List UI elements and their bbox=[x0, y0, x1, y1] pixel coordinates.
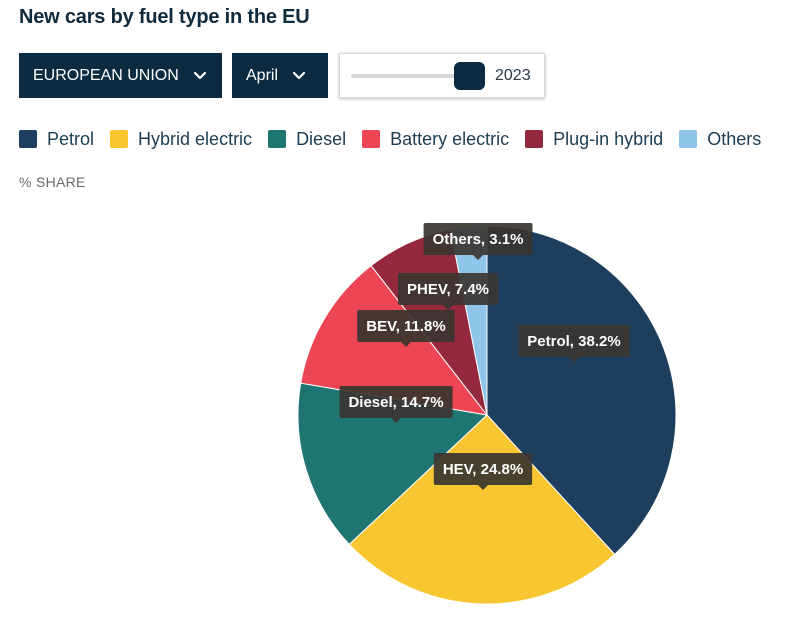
slice-label-text: Others, 3.1% bbox=[433, 231, 524, 248]
pie-slice-petrol[interactable] bbox=[486, 225, 677, 556]
legend-item-diesel[interactable]: Diesel bbox=[268, 129, 346, 150]
slice-data-label: PHEV, 7.4% bbox=[398, 273, 498, 310]
slice-label-text: HEV, 24.8% bbox=[443, 461, 523, 478]
slice-label-box bbox=[518, 325, 630, 357]
slice-data-label: Diesel, 14.7% bbox=[339, 386, 453, 423]
legend-item-hybrid-electric[interactable]: Hybrid electric bbox=[110, 129, 252, 150]
slice-label-pointer bbox=[569, 357, 579, 362]
legend-item-battery-electric[interactable]: Battery electric bbox=[362, 129, 509, 150]
slice-label-pointer bbox=[443, 305, 453, 310]
legend-item-others[interactable]: Others bbox=[679, 129, 761, 150]
region-dropdown-label: EUROPEAN UNION bbox=[33, 66, 179, 84]
legend-swatch bbox=[679, 130, 698, 148]
legend-swatch bbox=[110, 130, 129, 148]
legend-swatch bbox=[362, 130, 381, 148]
month-dropdown-label: April bbox=[246, 66, 279, 84]
month-dropdown[interactable]: April bbox=[232, 53, 328, 98]
slice-data-label: Others, 3.1% bbox=[423, 223, 533, 260]
year-slider: 2023 bbox=[339, 53, 545, 98]
legend-swatch bbox=[525, 130, 544, 148]
slice-label-text: Diesel, 14.7% bbox=[348, 394, 443, 411]
year-slider-value: 2023 bbox=[495, 67, 531, 84]
slice-label-box bbox=[357, 310, 455, 342]
slice-label-text: PHEV, 7.4% bbox=[407, 281, 489, 298]
region-dropdown[interactable]: EUROPEAN UNION bbox=[19, 53, 222, 98]
legend-label: Plug-in hybrid bbox=[553, 128, 664, 149]
slice-label-pointer bbox=[391, 418, 401, 423]
slice-data-label: HEV, 24.8% bbox=[433, 453, 533, 490]
chart-title: New cars by fuel type in the EU bbox=[19, 6, 310, 28]
pie-slice-diesel[interactable] bbox=[297, 382, 489, 546]
pie-slice-hev[interactable] bbox=[348, 414, 616, 605]
legend-swatch bbox=[19, 130, 37, 148]
legend-label: Battery electric bbox=[390, 128, 510, 149]
legend-label: Others bbox=[707, 128, 762, 149]
legend-label: Petrol bbox=[47, 128, 95, 149]
chevron-down-icon bbox=[292, 71, 306, 79]
slice-data-label: BEV, 11.8% bbox=[357, 310, 455, 347]
slice-label-pointer bbox=[401, 342, 411, 347]
slice-label-text: Petrol, 38.2% bbox=[527, 333, 620, 350]
slice-label-pointer bbox=[473, 255, 483, 260]
unit-label: % SHARE bbox=[19, 174, 86, 190]
year-slider-thumb[interactable] bbox=[454, 62, 485, 90]
legend-swatch bbox=[268, 130, 287, 148]
legend-item-petrol[interactable]: Petrol bbox=[19, 129, 94, 150]
slice-label-text: BEV, 11.8% bbox=[366, 318, 446, 335]
chart-legend: Petrol Hybrid electric Diesel Battery el… bbox=[19, 128, 761, 150]
slice-label-box bbox=[398, 273, 498, 305]
legend-item-plug-in-hybrid[interactable]: Plug-in hybrid bbox=[525, 129, 663, 150]
slice-label-box bbox=[423, 223, 533, 255]
slice-label-box bbox=[339, 386, 453, 418]
legend-label: Hybrid electric bbox=[138, 128, 253, 149]
year-slider-track[interactable] bbox=[351, 74, 461, 78]
legend-label: Diesel bbox=[296, 128, 347, 149]
slice-label-box bbox=[433, 453, 533, 485]
slice-data-label: Petrol, 38.2% bbox=[518, 325, 630, 362]
chevron-down-icon bbox=[193, 71, 206, 79]
slice-label-pointer bbox=[478, 485, 488, 490]
